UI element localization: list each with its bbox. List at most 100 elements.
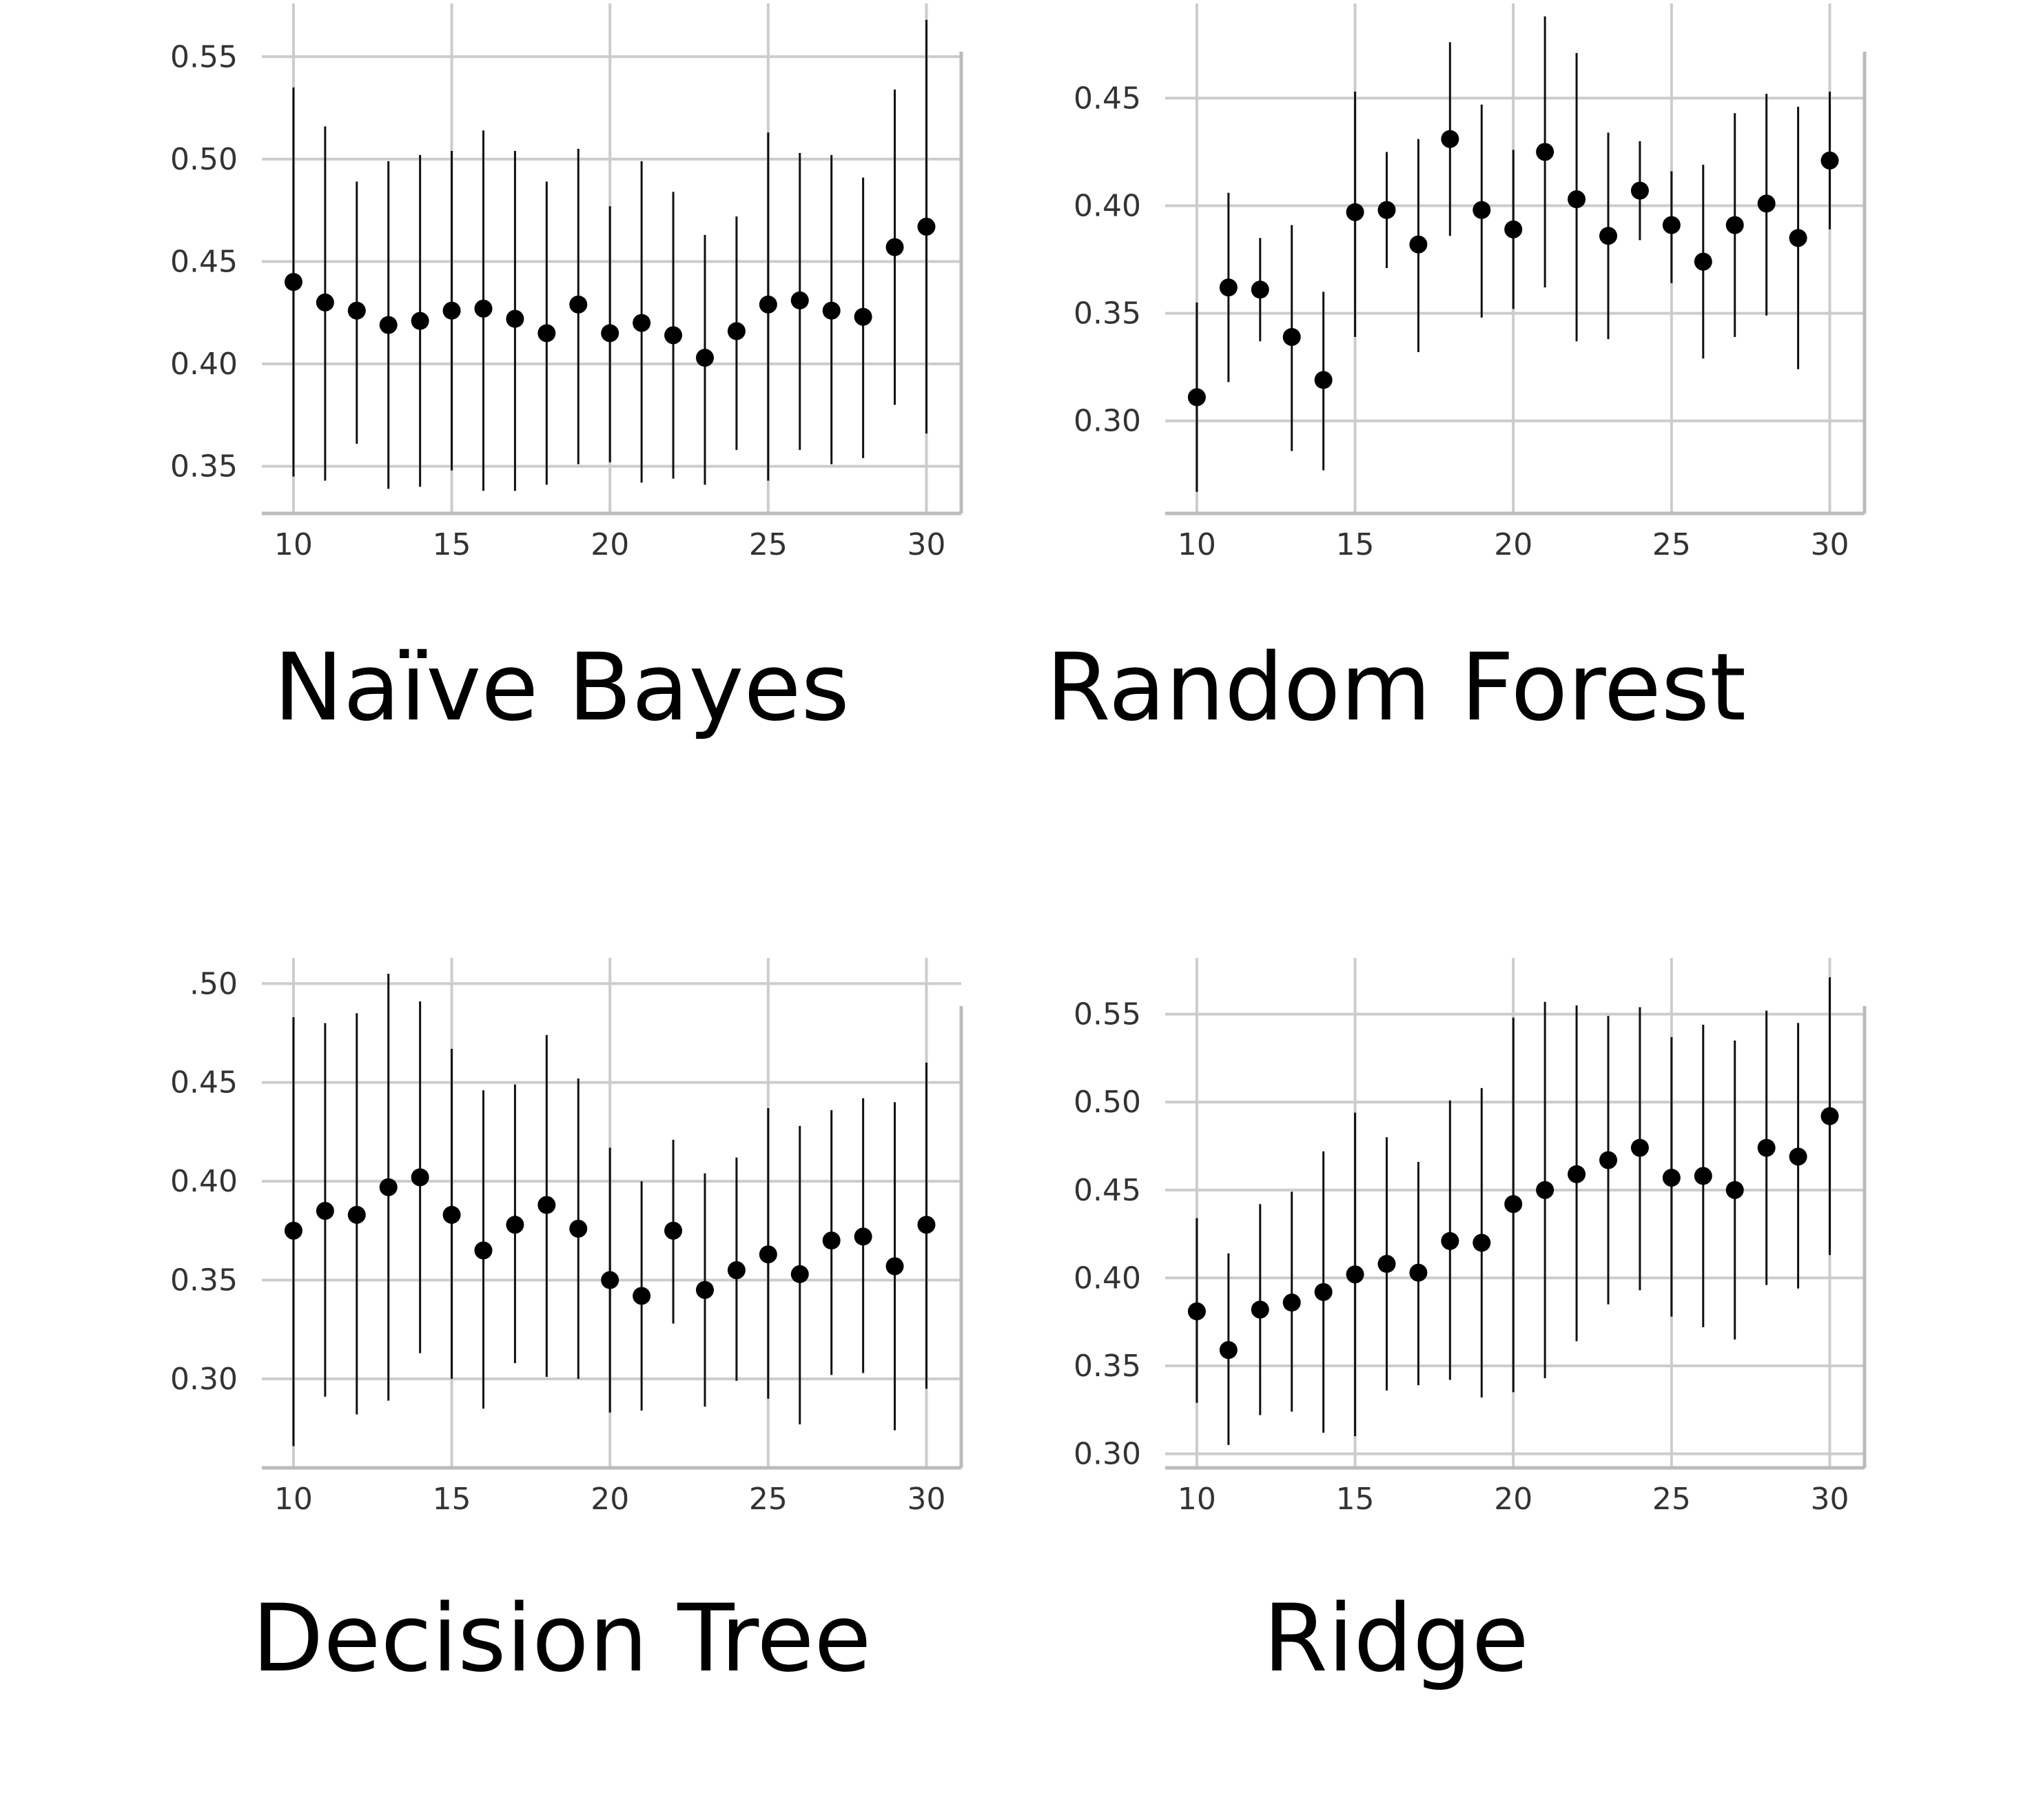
decision-tree-data-point [284, 1221, 302, 1240]
random-forest-data-point [1219, 278, 1238, 297]
naive-bayes-data-point [379, 316, 398, 334]
random-forest-ytick-label: 0.35 [1074, 296, 1141, 331]
random-forest-xtick-label: 10 [1178, 527, 1216, 562]
decision-tree-ytick-label: 0.30 [170, 1362, 238, 1397]
ridge-data-point [1599, 1151, 1617, 1169]
random-forest-data-point [1251, 280, 1269, 299]
ridge-ytick-label: 0.40 [1074, 1260, 1141, 1296]
chart-title-ridge: Ridge [1263, 1584, 1529, 1693]
chart-title-random-forest: Random Forest [1045, 633, 1747, 742]
naive-bayes-data-point [727, 322, 746, 340]
ridge-data-point [1725, 1180, 1744, 1199]
ridge-data-point [1314, 1282, 1333, 1301]
ridge-data-point [1346, 1265, 1364, 1284]
random-forest-ytick-label: 0.30 [1074, 404, 1141, 439]
random-forest-data-point [1314, 371, 1333, 389]
decision-tree-data-point [633, 1287, 651, 1305]
random-forest-data-point [1441, 130, 1459, 148]
decision-tree-data-point [790, 1265, 809, 1283]
naive-bayes-data-point [506, 309, 524, 328]
naive-bayes-data-point [537, 324, 556, 342]
decision-tree-ytick-label: 0.35 [170, 1263, 238, 1298]
decision-tree-ytick-label: 0.45 [170, 1065, 238, 1101]
ridge-ytick-label: 0.30 [1074, 1437, 1141, 1472]
random-forest-data-point [1568, 190, 1586, 209]
decision-tree-data-point [569, 1219, 588, 1238]
naive-bayes-data-point [695, 349, 714, 367]
naive-bayes-xtick-label: 10 [274, 527, 313, 562]
random-forest-data-point [1789, 229, 1807, 247]
ridge-data-point [1282, 1294, 1301, 1312]
decision-tree-xtick-label: 15 [433, 1482, 471, 1517]
ridge-data-point [1441, 1231, 1459, 1250]
decision-tree-data-point [316, 1202, 334, 1220]
random-forest-data-point [1536, 143, 1555, 161]
random-forest-data-point [1662, 216, 1681, 234]
ridge-data-point [1568, 1165, 1586, 1183]
random-forest-data-point [1820, 151, 1839, 170]
ridge-data-point [1820, 1107, 1839, 1125]
decision-tree-data-point [885, 1257, 904, 1276]
ridge-data-point [1757, 1138, 1776, 1157]
ridge-data-point [1377, 1255, 1396, 1273]
random-forest-data-point [1473, 201, 1491, 219]
naive-bayes-data-point [917, 217, 936, 236]
naive-bayes-ytick-label: 0.55 [170, 39, 238, 74]
decision-tree-data-point [854, 1227, 872, 1246]
ridge-data-point [1187, 1302, 1206, 1320]
decision-tree-xtick-label: 30 [907, 1482, 945, 1517]
chart-ridge: 0.30 0.35 0.40 0.45 0.50 0.55 10 15 20 25 30 [1074, 958, 1867, 1517]
random-forest-data-point [1346, 203, 1364, 221]
random-forest-data-point [1377, 201, 1396, 219]
decision-tree-data-point [506, 1216, 524, 1234]
naive-bayes-data-point [790, 291, 809, 309]
decision-tree-data-point [917, 1216, 936, 1234]
chart-naive-bayes: 0.35 0.40 0.45 0.50 0.55 10 15 20 25 30 [170, 3, 963, 562]
ridge-data-point [1504, 1195, 1523, 1214]
chart-random-forest: 0.30 0.35 0.40 0.45 10 15 20 25 30 [1074, 3, 1867, 562]
ridge-data-point [1219, 1341, 1238, 1360]
decision-tree-xtick-label: 25 [749, 1482, 788, 1517]
naive-bayes-data-point [822, 301, 841, 320]
random-forest-xtick-label: 25 [1652, 527, 1691, 562]
chart-decision-tree: 0.30 0.35 0.40 0.45 .50 10 15 20 25 30 [170, 958, 963, 1517]
naive-bayes-ytick-label: 0.45 [170, 244, 238, 279]
random-forest-xtick-label: 15 [1336, 527, 1375, 562]
ridge-ytick-label: 0.35 [1074, 1349, 1141, 1384]
decision-tree-data-point [537, 1196, 556, 1214]
chart-title-naive-bayes: Naïve Bayes [274, 633, 850, 742]
decision-tree-data-point [411, 1168, 429, 1187]
naive-bayes-data-point [442, 301, 461, 320]
ridge-ytick-label: 0.45 [1074, 1173, 1141, 1208]
decision-tree-ytick-label: .50 [189, 966, 238, 1001]
naive-bayes-data-point [316, 293, 334, 311]
naive-bayes-ytick-label: 0.35 [170, 449, 238, 484]
random-forest-data-point [1694, 252, 1712, 271]
ridge-xtick-label: 15 [1336, 1482, 1375, 1517]
decision-tree-data-point [759, 1245, 777, 1264]
chart-title-decision-tree: Decision Tree [252, 1584, 872, 1693]
naive-bayes-xtick-label: 30 [907, 527, 945, 562]
naive-bayes-xtick-label: 15 [433, 527, 471, 562]
random-forest-xtick-label: 20 [1494, 527, 1532, 562]
ridge-data-point [1409, 1263, 1428, 1282]
decision-tree-data-point [379, 1178, 398, 1196]
ridge-data-point [1789, 1147, 1807, 1166]
naive-bayes-data-point [411, 311, 429, 330]
random-forest-data-point [1757, 194, 1776, 213]
ridge-data-point [1473, 1234, 1491, 1252]
naive-bayes-ytick-label: 0.40 [170, 347, 238, 382]
ridge-xtick-label: 10 [1178, 1482, 1216, 1517]
decision-tree-data-point [601, 1271, 619, 1289]
decision-tree-data-point [474, 1241, 493, 1260]
random-forest-xtick-label: 30 [1810, 527, 1849, 562]
random-forest-data-point [1504, 220, 1523, 238]
ridge-data-point [1662, 1168, 1681, 1187]
ridge-ytick-label: 0.55 [1074, 997, 1141, 1032]
random-forest-data-point [1187, 388, 1206, 407]
naive-bayes-data-point [601, 324, 619, 342]
naive-bayes-gridlines [262, 3, 961, 513]
decision-tree-data-point [727, 1261, 746, 1280]
decision-tree-data-point [347, 1205, 366, 1224]
decision-tree-gridlines [262, 958, 961, 1468]
